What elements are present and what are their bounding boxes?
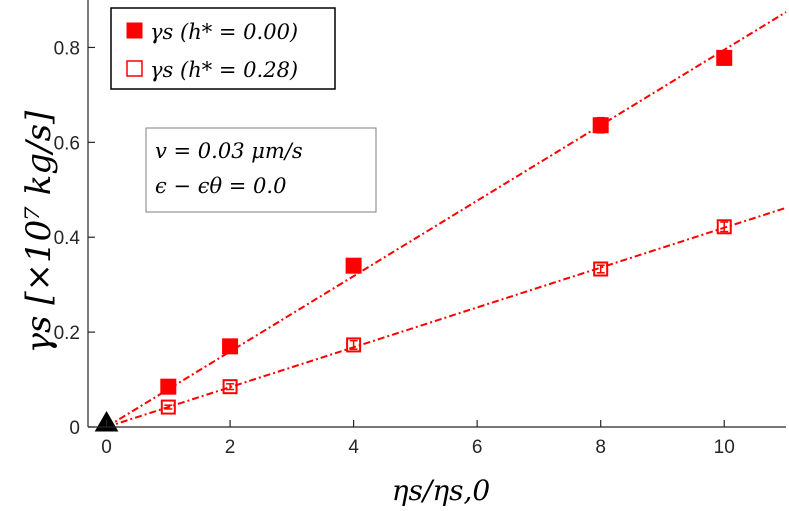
- y-axis-title: γs [×10⁷ kg/s]: [19, 110, 59, 353]
- x-tick-label: 4: [348, 437, 359, 458]
- open-square-marker: [160, 399, 176, 415]
- filled-square-marker: [592, 117, 609, 134]
- open-square-marker: [222, 379, 238, 395]
- data-point-series-1: [160, 378, 177, 395]
- data-point-series-1: [592, 116, 609, 134]
- x-tick-label: 0: [101, 437, 112, 458]
- x-tick-label: 6: [472, 437, 483, 458]
- legend-filled-square-icon: [126, 22, 143, 39]
- legend-label-series-1: γs (h* = 0.00): [150, 20, 298, 44]
- legend-label-series-2: γs (h* = 0.28): [150, 58, 298, 82]
- open-square-marker: [716, 219, 732, 235]
- legend-open-square-icon: [126, 60, 143, 77]
- data-point-series-1: [345, 257, 362, 274]
- fit-line-series-1: [106, 11, 787, 428]
- data-point-series-1: [222, 338, 239, 355]
- y-tick-label: 0.6: [54, 133, 80, 154]
- fit-line-series-2: [106, 206, 787, 428]
- legend-frame: [110, 7, 336, 90]
- x-tick-label: 8: [595, 437, 606, 458]
- data-point-series-2: [160, 399, 176, 415]
- data-point-series-1: [716, 49, 733, 66]
- x-tick-label: 2: [225, 437, 236, 458]
- data-point-series-2: [593, 261, 609, 277]
- x-tick-label: 10: [714, 437, 735, 458]
- open-square-marker: [593, 261, 609, 277]
- data-point-series-2: [346, 337, 362, 353]
- y-tick-label: 0.2: [54, 323, 80, 344]
- annotation-velocity: v = 0.03 μm/s: [155, 139, 303, 163]
- filled-square-marker: [222, 338, 239, 355]
- legend: γs (h* = 0.00) γs (h* = 0.28): [110, 7, 336, 90]
- plot-area: [94, 11, 787, 432]
- y-tick-label: 0.4: [54, 228, 81, 249]
- annotation-box: v = 0.03 μm/s ϵ − ϵθ = 0.0: [145, 127, 377, 213]
- x-axis-title: ηs/ηs,0: [392, 474, 490, 507]
- filled-square-marker: [716, 49, 733, 66]
- data-point-series-2: [222, 379, 238, 395]
- open-square-marker: [346, 337, 362, 353]
- annotation-strain: ϵ − ϵθ = 0.0: [155, 174, 286, 198]
- y-tick-label: 0.8: [54, 38, 80, 59]
- annotation-frame: [145, 127, 377, 213]
- y-tick-label: 0: [69, 418, 80, 439]
- filled-square-marker: [345, 257, 362, 274]
- data-point-series-2: [716, 219, 732, 235]
- filled-square-marker: [160, 378, 177, 395]
- axes: 0 2 4 6 8 10 0 0.2 0.4 0.6 0.8: [54, 0, 786, 458]
- y-axis-title-text: γs [×10⁷ kg/s]: [19, 110, 59, 353]
